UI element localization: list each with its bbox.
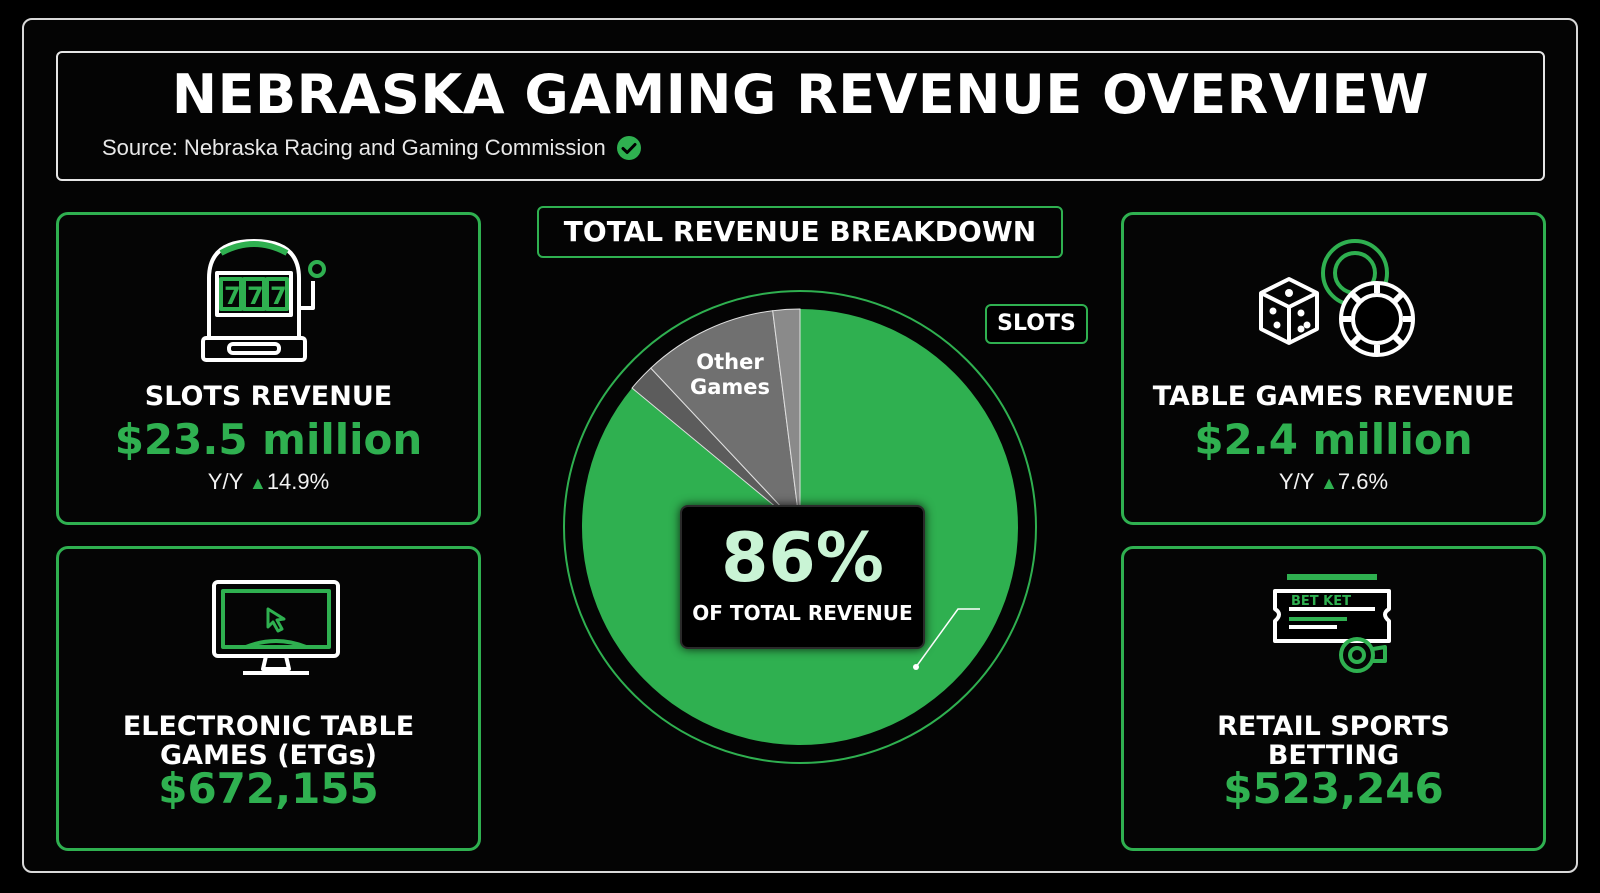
- slots-leader-dot: [913, 664, 919, 670]
- sports-value: $523,246: [1223, 764, 1444, 813]
- table-games-yoy-prefix: Y/Y: [1278, 469, 1314, 494]
- svg-text:7: 7: [247, 282, 264, 310]
- check-circle-icon: [616, 136, 641, 160]
- table-games-value: $2.4 million: [1194, 415, 1473, 464]
- table-games-card: TABLE GAMES REVENUE $2.4 million Y/Y ▲7.…: [1121, 212, 1546, 525]
- monitor-icon: [212, 580, 340, 675]
- pie-slice-other-games: [650, 310, 801, 529]
- svg-text:7: 7: [270, 282, 287, 310]
- etg-label-line1: ELECTRONIC TABLE: [122, 711, 415, 742]
- header-panel: NEBRASKA GAMING REVENUE OVERVIEW Source:…: [56, 51, 1545, 181]
- etg-value: $672,155: [158, 764, 379, 813]
- source-text: Source: Nebraska Racing and Gaming Commi…: [102, 135, 606, 160]
- center-percentage: 86%: [721, 519, 884, 598]
- other-games-label-line2: Games: [689, 375, 771, 399]
- up-arrow-icon: ▲: [1320, 473, 1338, 493]
- table-games-label: TABLE GAMES REVENUE: [1152, 381, 1515, 412]
- slots-yoy-value: 14.9%: [266, 469, 330, 494]
- ticket-text: BET KET: [1291, 594, 1351, 609]
- slots-label: SLOTS REVENUE: [144, 381, 393, 412]
- sports-label-line1: RETAIL SPORTS: [1217, 711, 1450, 742]
- center-percentage-label: OF TOTAL REVENUE: [692, 601, 913, 625]
- etg-card: ELECTRONIC TABLE GAMES (ETGs) $672,155: [56, 546, 481, 851]
- table-games-yoy-value: 7.6%: [1337, 469, 1389, 494]
- table-games-yoy: Y/Y ▲7.6%: [1124, 469, 1543, 495]
- breakdown-title: TOTAL REVENUE BREAKDOWN: [537, 206, 1063, 258]
- pie-outer-ring: [563, 290, 1037, 764]
- slots-value: $23.5 million: [114, 415, 423, 464]
- pie-slice-unlabeled-3: [772, 308, 801, 528]
- slots-leader-line: [915, 608, 980, 668]
- etg-label-line2: GAMES (ETGs): [160, 740, 377, 771]
- other-games-label: Other Games: [674, 350, 786, 400]
- page-title: NEBRASKA GAMING REVENUE OVERVIEW: [171, 63, 1430, 126]
- sports-label-line2: BETTING: [1267, 740, 1400, 771]
- dice-and-chips-icon: [1259, 239, 1415, 357]
- sports-betting-card: BET KET RETAIL SPORTS BETTING $523,246: [1121, 546, 1546, 851]
- slots-tag: SLOTS: [985, 304, 1088, 344]
- center-stat-box: 86% OF TOTAL REVENUE: [680, 505, 925, 649]
- source-line: Source: Nebraska Racing and Gaming Commi…: [102, 135, 642, 161]
- bet-ticket-icon: BET KET: [1273, 574, 1391, 673]
- slots-yoy-prefix: Y/Y: [207, 469, 243, 494]
- other-games-label-line1: Other: [696, 350, 764, 374]
- up-arrow-icon: ▲: [248, 473, 267, 493]
- slots-yoy: Y/Y ▲14.9%: [59, 469, 478, 495]
- svg-text:7: 7: [224, 282, 241, 310]
